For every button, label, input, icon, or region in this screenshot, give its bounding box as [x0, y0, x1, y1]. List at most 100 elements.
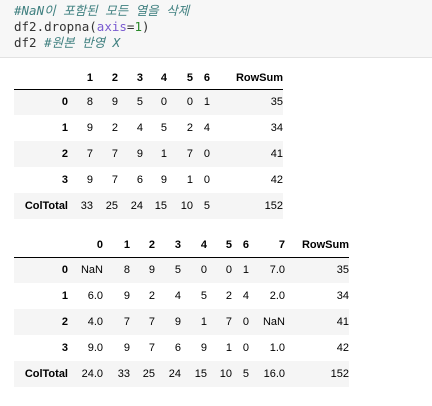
table-cell: 5 — [160, 122, 167, 134]
code-dropna-line: df2.dropna(axis=1) — [14, 19, 150, 34]
table-cell: 9 — [86, 174, 93, 186]
header-cell: 1 — [68, 67, 93, 90]
output-table-dropped: 1 2 3 4 5 6 RowSum 0 8 9 5 0 0 1 35 1 9 … — [14, 67, 283, 219]
header-cell: 5 — [167, 67, 193, 90]
table-cell: 5 — [193, 193, 210, 219]
table-cell: 9 — [123, 342, 130, 354]
table-cell: 1 — [193, 89, 210, 115]
header-cell: 3 — [118, 67, 143, 90]
table-header-row: 0 1 2 3 4 5 6 7 RowSum — [14, 234, 349, 258]
table-cell: 35 — [285, 257, 349, 283]
table-cell: 24.0 — [68, 361, 103, 387]
table-cell: 7 — [103, 309, 130, 335]
table-cell: 1 — [232, 257, 249, 283]
table-cell: 2 — [111, 122, 118, 134]
row-index: ColTotal — [14, 193, 68, 219]
table-cell: 4 — [136, 122, 143, 134]
table-cell: 9 — [160, 174, 167, 186]
table-cell: 0 — [207, 257, 232, 283]
code-paren: ) — [141, 19, 150, 34]
table-cell: 5 — [232, 361, 249, 387]
table-cell: 34 — [336, 290, 349, 302]
row-index: ColTotal — [14, 361, 68, 387]
code-cell[interactable]: #NaN이 포함된 모든 열을 삭제 df2.dropna(axis=1) df… — [0, 0, 432, 58]
table-cell: 9.0 — [87, 342, 103, 354]
table-cell: 0 — [143, 89, 167, 115]
table-row: 0 NaN 8 9 5 0 0 1 7.0 35 — [14, 257, 349, 283]
table-cell: 33 — [68, 193, 93, 219]
header-cell: 7 — [249, 234, 285, 258]
table-header-row: 1 2 3 4 5 6 RowSum — [14, 67, 283, 90]
code-variable: df2 — [14, 35, 45, 50]
code-comment: #원본 반영 X — [44, 35, 121, 50]
table-row: 3 9 7 6 9 1 0 42 — [14, 167, 283, 193]
table-cell: 1.0 — [269, 342, 285, 354]
row-index: 1 — [61, 122, 68, 134]
table-cell: 2 — [225, 290, 232, 302]
header-cell — [14, 67, 68, 90]
table-row: 1 9 2 4 5 2 4 34 — [14, 115, 283, 141]
table-cell: 4 — [203, 122, 210, 134]
row-index: 2 — [14, 309, 68, 335]
header-cell: 3 — [155, 234, 181, 258]
table-cell: 8 — [68, 89, 93, 115]
code-operator: = — [126, 19, 135, 34]
table-cell: 9 — [118, 141, 143, 167]
table-cell: 15 — [143, 193, 167, 219]
table-cell: 9 — [130, 257, 155, 283]
table-cell: 41 — [210, 141, 283, 167]
table-cell: 5 — [200, 290, 207, 302]
table-cell: 7 — [68, 141, 93, 167]
code-number: 1 — [134, 19, 142, 34]
code-keyword: axis — [96, 19, 127, 34]
header-cell: 4 — [181, 234, 207, 258]
table-cell: 0 — [193, 141, 210, 167]
table-cell: 7 — [207, 309, 232, 335]
table-cell: 10 — [167, 193, 193, 219]
table-cell: 7 — [130, 309, 155, 335]
table-row: 1 6.0 9 2 4 5 2 4 2.0 34 — [14, 283, 349, 309]
table-cell: 10 — [207, 361, 232, 387]
table-cell: 41 — [285, 309, 349, 335]
row-index: 0 — [14, 89, 68, 115]
table-cell: 2 — [186, 122, 193, 134]
table-cell: 9 — [200, 342, 207, 354]
table-cell: 9 — [155, 309, 181, 335]
row-index: 3 — [61, 174, 68, 186]
table-cell: 6 — [136, 174, 143, 186]
header-cell: 1 — [103, 234, 130, 258]
row-index: 0 — [14, 257, 68, 283]
table-cell: 33 — [103, 361, 130, 387]
table-cell: 24 — [155, 361, 181, 387]
table-cell: 1 — [143, 141, 167, 167]
row-index: 3 — [61, 342, 68, 354]
table-cell: 152 — [285, 361, 349, 387]
table-cell: 5 — [155, 257, 181, 283]
table-cell: 1 — [186, 174, 193, 186]
table-cell: 8 — [103, 257, 130, 283]
table-row-coltotal: ColTotal 33 25 24 15 10 5 152 — [14, 193, 283, 219]
table-cell: 7 — [93, 141, 118, 167]
row-index: 2 — [14, 141, 68, 167]
output-table-original: 0 1 2 3 4 5 6 7 RowSum 0 NaN 8 9 5 0 0 1… — [14, 234, 349, 387]
table-cell: 9 — [86, 122, 93, 134]
table-cell: 7 — [148, 342, 155, 354]
header-cell: 6 — [232, 234, 249, 258]
table-cell: 9 — [123, 290, 130, 302]
table-cell: 24 — [118, 193, 143, 219]
table-cell: 4 — [174, 290, 181, 302]
table-cell: 9 — [93, 89, 118, 115]
table-cell: 42 — [270, 174, 283, 186]
table-cell: 4 — [242, 290, 249, 302]
table-cell: 4.0 — [68, 309, 103, 335]
table-cell: 6.0 — [87, 290, 103, 302]
header-cell: 2 — [93, 67, 118, 90]
code-df2-line: df2 #원본 반영 X — [14, 35, 120, 50]
row-index: 1 — [61, 290, 68, 302]
header-cell: 0 — [68, 234, 103, 258]
table-cell: 1 — [225, 342, 232, 354]
table-cell: 35 — [210, 89, 283, 115]
code-comment-line: #NaN이 포함된 모든 열을 삭제 — [14, 3, 189, 18]
table-cell: 0 — [232, 309, 249, 335]
table-cell: 2.0 — [269, 290, 285, 302]
